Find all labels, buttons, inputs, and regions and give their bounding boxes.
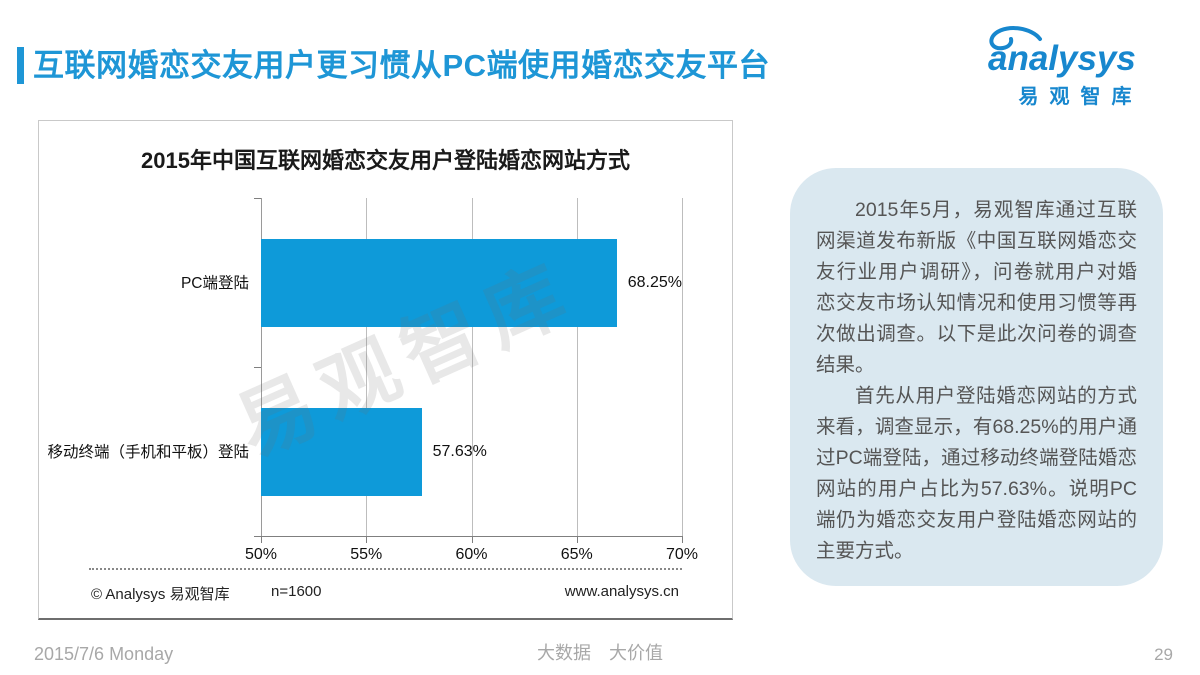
chart-website: www.analysys.cn <box>564 583 679 600</box>
gridline <box>682 198 683 536</box>
chart-panel: 2015年中国互联网婚恋交友用户登陆婚恋网站方式 PC端登陆 移动终端（手机和平… <box>38 120 733 620</box>
axis-tick <box>576 537 578 543</box>
footer-date: 2015/7/6 Monday <box>34 644 174 664</box>
commentary-paragraph: 2015年5月，易观智库通过互联网渠道发布新版《中国互联网婚恋交友行业用户调研》… <box>816 199 1137 376</box>
plot-area: 68.25% 57.63% <box>254 198 683 543</box>
analysys-swirl-icon <box>989 26 1042 51</box>
footer-slogan: 大数据 大价值 <box>537 643 663 663</box>
axis-tick <box>254 536 261 537</box>
gridline <box>471 198 473 536</box>
axis-tick <box>254 367 261 368</box>
gridline <box>576 198 578 536</box>
commentary-panel: 2015年5月，易观智库通过互联网渠道发布新版《中国互联网婚恋交友行业用户调研》… <box>790 168 1163 586</box>
category-label-pc: PC端登陆 <box>180 275 249 292</box>
axis-tick <box>261 537 262 543</box>
analysys-logo: analysys 易观智库 <box>980 26 1170 109</box>
x-axis-labels: 50% 55% 60% 65% 70% <box>245 546 698 566</box>
page-title: 互联网婚恋交友用户更习惯从PC端使用婚恋交友平台 <box>33 48 771 83</box>
chart-sample-size: n=1600 <box>271 583 322 600</box>
x-tick-label: 65% <box>560 546 593 563</box>
chart-footer-divider <box>89 568 682 570</box>
logo-brand-text: analysys <box>988 39 1136 78</box>
bar-pc-login <box>261 238 617 327</box>
category-label-mobile: 移动终端（手机和平板）登陆 <box>47 444 249 461</box>
axis-tick <box>366 537 368 543</box>
chart-title: 2015年中国互联网婚恋交友用户登陆婚恋网站方式 <box>141 148 630 173</box>
analysys-logo-graphic: analysys <box>988 26 1136 78</box>
x-tick-label: 60% <box>455 546 488 563</box>
chart-source: © Analysys 易观智库 <box>91 586 230 603</box>
footer-page-number: 29 <box>1154 645 1173 664</box>
logo-cn-text: 易观智库 <box>1018 86 1143 108</box>
gridline <box>261 198 262 536</box>
axis-tick <box>254 198 261 199</box>
commentary-paragraph: 首先从用户登陆婚恋网站的方式来看，调查显示，有68.25%的用户通过PC端登陆，… <box>816 385 1137 562</box>
axis-tick <box>682 537 683 543</box>
bar-row-mobile: 57.63% <box>261 367 682 536</box>
value-label-pc: 68.25% <box>627 273 682 291</box>
value-label-mobile: 57.63% <box>432 442 487 460</box>
bar-mobile-login <box>261 407 422 496</box>
gridline <box>366 198 368 536</box>
x-tick-label: 50% <box>244 546 278 563</box>
axis-tick <box>471 537 473 543</box>
x-tick-label: 55% <box>350 546 383 563</box>
bar-row-pc: 68.25% <box>261 198 682 367</box>
x-tick-label: 70% <box>665 546 699 563</box>
x-axis-line <box>261 536 683 537</box>
title-accent-bar <box>17 47 24 84</box>
